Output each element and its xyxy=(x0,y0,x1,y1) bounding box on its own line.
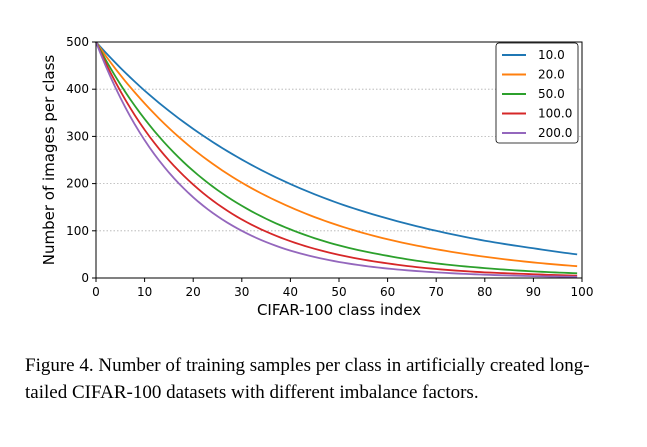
x-tick-label: 70 xyxy=(429,285,444,299)
x-axis-ticks: 0 10 20 30 40 50 60 70 80 90 100 xyxy=(92,278,593,299)
y-tick-label: 100 xyxy=(66,224,89,238)
y-tick-label: 0 xyxy=(81,271,89,285)
legend-label: 20.0 xyxy=(538,68,565,82)
series-line-2 xyxy=(95,41,578,275)
y-axis-label: Number of images per class xyxy=(40,55,58,266)
series-line-0 xyxy=(95,41,578,256)
figure-caption: Figure 4. Number of training samples per… xyxy=(25,355,590,403)
x-tick-label: 90 xyxy=(526,285,541,299)
x-axis-label: CIFAR-100 class index xyxy=(257,301,421,319)
x-tick-label: 60 xyxy=(380,285,395,299)
y-tick-label: 400 xyxy=(66,82,89,96)
y-tick-label: 500 xyxy=(66,35,89,49)
legend-label: 10.0 xyxy=(538,48,565,62)
x-tick-label: 0 xyxy=(92,285,100,299)
x-tick-label: 50 xyxy=(331,285,346,299)
x-tick-label: 20 xyxy=(186,285,201,299)
legend-box xyxy=(495,42,579,144)
y-tick-label: 200 xyxy=(66,177,89,191)
x-tick-label: 40 xyxy=(283,285,298,299)
y-tick-label: 300 xyxy=(66,129,89,143)
y-axis-ticks: 0 100 200 300 400 500 xyxy=(66,35,96,285)
series-line-1 xyxy=(95,41,578,268)
series-lines xyxy=(95,41,578,278)
legend: 10.0 20.0 50.0 100.0 200.0 xyxy=(495,42,579,144)
x-tick-label: 100 xyxy=(571,285,594,299)
series-line-4 xyxy=(95,41,578,278)
series-line-3 xyxy=(95,41,578,277)
x-tick-label: 80 xyxy=(477,285,492,299)
line-chart: 0 10 20 30 40 50 60 70 80 90 100 0100200300400500 … xyxy=(40,35,593,319)
legend-label: 50.0 xyxy=(538,87,565,101)
x-tick-label: 10 xyxy=(137,285,152,299)
legend-label: 200.0 xyxy=(538,126,572,140)
legend-label: 100.0 xyxy=(538,107,572,121)
x-tick-label: 30 xyxy=(234,285,249,299)
